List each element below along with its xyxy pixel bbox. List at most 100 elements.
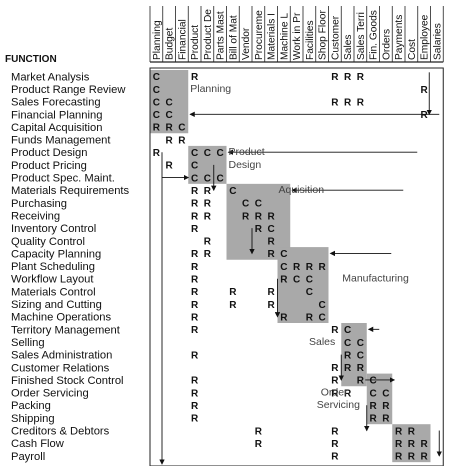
create-cell: C bbox=[280, 262, 287, 273]
function-label: Materials Requirements bbox=[11, 185, 130, 197]
read-cell: R bbox=[255, 224, 263, 235]
column-header: Product bbox=[190, 25, 201, 60]
read-cell: R bbox=[306, 262, 314, 273]
read-cell: R bbox=[191, 300, 199, 311]
cluster-block bbox=[277, 247, 329, 323]
read-cell: R bbox=[166, 161, 174, 172]
read-cell: R bbox=[153, 123, 161, 134]
function-label: Territory Management bbox=[11, 324, 121, 336]
function-label: Creditors & Debtors bbox=[11, 426, 110, 438]
read-cell: R bbox=[191, 312, 199, 323]
column-header: Work in Pr bbox=[292, 12, 303, 60]
function-label: Market Analysis bbox=[11, 71, 90, 83]
function-label: Sales Forecasting bbox=[11, 97, 101, 109]
create-cell: C bbox=[166, 110, 173, 121]
read-cell: R bbox=[191, 414, 199, 425]
read-cell: R bbox=[370, 401, 378, 412]
cluster-label: Servicing bbox=[317, 399, 360, 411]
create-cell: C bbox=[153, 97, 160, 108]
matrix-frame bbox=[149, 67, 444, 466]
function-label: Selling bbox=[11, 337, 45, 349]
read-cell: R bbox=[331, 426, 339, 437]
flow-arrows bbox=[159, 72, 442, 465]
cluster-label: Sales bbox=[309, 336, 335, 348]
column-header: Planning bbox=[152, 20, 163, 60]
column-headers: Planning Budget Financial Product Product De… bbox=[152, 9, 444, 60]
read-cell: R bbox=[331, 376, 339, 387]
create-cell: C bbox=[166, 97, 173, 108]
column-header: Product De bbox=[203, 9, 214, 60]
read-cell: R bbox=[357, 72, 365, 83]
column-header: Parts Mast bbox=[216, 11, 227, 60]
read-cell: R bbox=[421, 110, 429, 121]
create-cell: C bbox=[204, 148, 211, 159]
create-cell: C bbox=[344, 325, 351, 336]
cluster-label: Planning bbox=[190, 83, 231, 95]
read-cell: R bbox=[268, 249, 276, 260]
read-cell: R bbox=[408, 426, 416, 437]
create-cell: C bbox=[306, 275, 313, 286]
read-cell: R bbox=[382, 401, 390, 412]
column-header: Budget bbox=[165, 28, 176, 60]
column-header: Sales Terri bbox=[356, 12, 367, 60]
read-cell: R bbox=[268, 211, 276, 222]
create-cell: C bbox=[319, 300, 326, 311]
read-cell: R bbox=[331, 97, 339, 108]
read-cell: R bbox=[319, 262, 327, 273]
read-cell: R bbox=[255, 426, 263, 437]
read-cell: R bbox=[191, 388, 199, 399]
function-label: Machine Operations bbox=[11, 312, 112, 324]
function-label: Cash Flow bbox=[11, 438, 65, 450]
read-cell: R bbox=[191, 72, 199, 83]
function-header: FUNCTION bbox=[5, 54, 57, 65]
function-label: Capital Acquisition bbox=[11, 122, 102, 134]
create-cell: C bbox=[217, 173, 224, 184]
create-cell: C bbox=[344, 338, 351, 349]
create-cell: C bbox=[191, 173, 198, 184]
create-cell: C bbox=[178, 123, 185, 134]
read-cell: R bbox=[331, 452, 339, 463]
function-label: Finished Stock Control bbox=[11, 375, 124, 387]
create-cell: C bbox=[217, 148, 224, 159]
read-cell: R bbox=[331, 325, 339, 336]
create-cell: C bbox=[370, 388, 377, 399]
create-cell: C bbox=[319, 312, 326, 323]
create-cell: C bbox=[153, 110, 160, 121]
cluster-block bbox=[392, 424, 431, 463]
function-label: Product Design bbox=[11, 147, 88, 159]
read-cell: R bbox=[153, 148, 161, 159]
column-header: Employee bbox=[420, 14, 431, 60]
read-cell: R bbox=[204, 237, 212, 248]
read-cell: R bbox=[370, 414, 378, 425]
column-header: Sales bbox=[343, 35, 354, 60]
read-cell: R bbox=[229, 300, 237, 311]
column-header: Financial bbox=[177, 19, 188, 60]
read-cell: R bbox=[191, 325, 199, 336]
read-cell: R bbox=[293, 262, 301, 273]
read-cell: R bbox=[331, 363, 339, 374]
column-header: Customer bbox=[330, 15, 341, 60]
read-cell: R bbox=[268, 300, 276, 311]
read-cell: R bbox=[382, 414, 390, 425]
read-cell: R bbox=[357, 97, 365, 108]
create-cell: C bbox=[293, 275, 300, 286]
function-label: Product Range Review bbox=[11, 84, 126, 96]
read-cell: R bbox=[408, 439, 416, 450]
function-label: Workflow Layout bbox=[11, 274, 94, 286]
read-cell: R bbox=[204, 186, 212, 197]
function-label: Inventory Control bbox=[11, 223, 96, 235]
read-cell: R bbox=[166, 135, 174, 146]
function-label: Packing bbox=[11, 400, 51, 412]
function-label: Quality Control bbox=[11, 236, 85, 248]
cluster-shading bbox=[150, 70, 431, 463]
function-label: Plant Scheduling bbox=[11, 261, 95, 273]
column-header: Salaries bbox=[432, 23, 443, 60]
function-label: Customer Relations bbox=[11, 362, 110, 374]
function-label: Materials Control bbox=[11, 286, 96, 298]
create-cell: C bbox=[382, 388, 389, 399]
column-header: Machine L bbox=[279, 13, 290, 60]
read-cell: R bbox=[255, 211, 263, 222]
column-header: Materials I bbox=[267, 13, 278, 60]
